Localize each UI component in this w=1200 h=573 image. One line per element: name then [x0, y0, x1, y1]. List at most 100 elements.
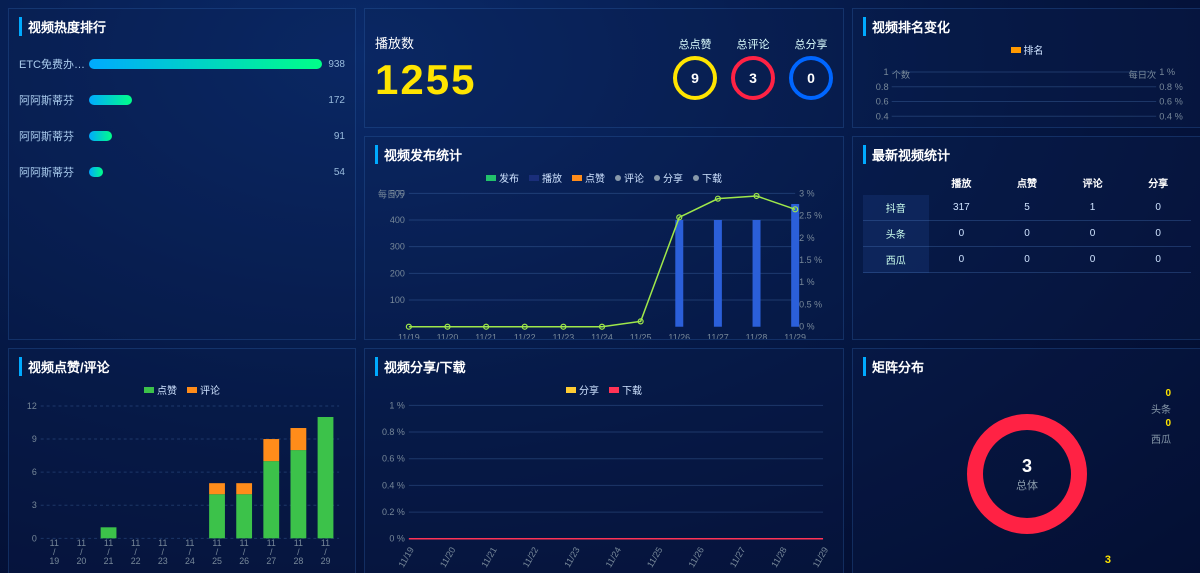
heat-row: 阿阿斯蒂芬 91	[19, 128, 345, 144]
svg-text:27: 27	[266, 556, 276, 566]
heat-value: 172	[328, 95, 345, 106]
stat-ring: 总评论 3	[731, 36, 775, 100]
legend-item: 分享	[654, 170, 683, 185]
svg-text:11/28: 11/28	[769, 545, 789, 569]
legend-item: 评论	[615, 170, 644, 185]
svg-text:300: 300	[390, 242, 405, 252]
svg-text:11/23: 11/23	[553, 333, 575, 340]
table-row: 头条0000	[863, 221, 1191, 247]
svg-text:0.8 %: 0.8 %	[1159, 82, 1183, 92]
panel-title: 矩阵分布	[863, 357, 1191, 376]
heat-label: 阿阿斯蒂芬	[19, 92, 89, 108]
legend-item: 发布	[486, 170, 519, 185]
svg-text:0.2 %: 0.2 %	[1159, 126, 1183, 128]
svg-text:11/26: 11/26	[668, 333, 690, 340]
svg-text:11/22: 11/22	[514, 333, 536, 340]
legend-item: 下载	[693, 170, 722, 185]
svg-text:21: 21	[104, 556, 114, 566]
ring-label: 总评论	[731, 36, 775, 52]
svg-text:26: 26	[239, 556, 249, 566]
svg-text:11/28: 11/28	[746, 333, 768, 340]
panel-share-download: 视频分享/下载 分享下载 0 %0.2 %0.4 %0.6 %0.8 %1 %1…	[364, 348, 844, 573]
svg-text:1: 1	[883, 67, 888, 77]
svg-text:0.6: 0.6	[876, 97, 889, 107]
heat-value: 91	[334, 131, 345, 142]
panel-title: 视频排名变化	[863, 17, 1191, 36]
matrix-total-label: 总体	[1016, 477, 1038, 493]
svg-text:0.2 %: 0.2 %	[382, 507, 405, 517]
matrix-corner: 0	[1151, 418, 1171, 429]
svg-text:1 %: 1 %	[389, 400, 404, 410]
svg-text:2 %: 2 %	[799, 233, 814, 243]
svg-text:19: 19	[49, 556, 59, 566]
svg-text:3 %: 3 %	[799, 188, 814, 198]
svg-text:0 %: 0 %	[799, 322, 814, 332]
legend-item: 点赞	[144, 382, 177, 397]
table-row: 抖音317510	[863, 195, 1191, 221]
latest-table: 播放点赞评论分享 抖音317510头条0000西瓜0000	[863, 170, 1191, 273]
svg-text:11/20: 11/20	[438, 545, 458, 569]
panel-title: 最新视频统计	[863, 145, 1191, 164]
svg-text:0.4 %: 0.4 %	[382, 480, 405, 490]
svg-text:12: 12	[27, 401, 37, 411]
table-header: 分享	[1125, 170, 1191, 195]
panel-like-comment: 视频点赞/评论 点赞评论 03691211/1911/2011/2111/221…	[8, 348, 356, 573]
svg-text:400: 400	[390, 215, 405, 225]
svg-text:1.5 %: 1.5 %	[799, 255, 822, 265]
svg-text:11/29: 11/29	[784, 333, 806, 340]
heat-value: 54	[334, 167, 345, 178]
svg-text:个数: 个数	[892, 69, 910, 80]
heat-label: 阿阿斯蒂芬	[19, 164, 89, 180]
table-header: 播放	[929, 170, 995, 195]
svg-text:28: 28	[293, 556, 303, 566]
legend-item: 点赞	[572, 170, 605, 185]
svg-text:11/25: 11/25	[645, 545, 665, 569]
svg-text:11/29: 11/29	[811, 545, 831, 569]
matrix-corner: 0	[1151, 388, 1171, 399]
svg-text:100: 100	[390, 295, 405, 305]
svg-text:11/26: 11/26	[686, 545, 706, 569]
svg-text:29: 29	[321, 556, 331, 566]
ring-value: 0	[789, 56, 833, 100]
heat-row: 阿阿斯蒂芬 54	[19, 164, 345, 180]
panel-matrix: 矩阵分布 0头条0西瓜 3 总体 3	[852, 348, 1200, 573]
svg-text:22: 22	[131, 556, 141, 566]
svg-text:每日次: 每日次	[1128, 69, 1156, 80]
svg-text:11/27: 11/27	[707, 333, 729, 340]
publish-chart: 1002003004005000 %0.5 %1 %1.5 %2 %2.5 %3…	[375, 187, 833, 340]
legend-item: 下载	[609, 382, 642, 397]
svg-text:6: 6	[32, 467, 37, 477]
panel-plays: 播放数 1255 总点赞 9总评论 3总分享 0	[364, 8, 844, 128]
panel-heat-ranking: 视频热度排行 ETC免费办理… 938阿阿斯蒂芬 172阿阿斯蒂芬 91阿阿斯蒂…	[8, 8, 356, 340]
panel-title: 视频分享/下载	[375, 357, 833, 376]
matrix-big-ring: 3 总体	[967, 414, 1087, 534]
svg-text:每日万: 每日万	[378, 188, 405, 199]
stat-ring: 总分享 0	[789, 36, 833, 100]
table-row: 西瓜0000	[863, 247, 1191, 273]
svg-text:3: 3	[32, 500, 37, 510]
table-header	[863, 170, 929, 195]
matrix-total-value: 3	[1022, 456, 1032, 477]
svg-text:0 %: 0 %	[389, 534, 404, 544]
ring-label: 总点赞	[673, 36, 717, 52]
ring-label: 总分享	[789, 36, 833, 52]
svg-text:2.5 %: 2.5 %	[799, 211, 822, 221]
heat-label: ETC免费办理…	[19, 56, 89, 72]
svg-text:9: 9	[32, 434, 37, 444]
svg-text:11/23: 11/23	[562, 545, 582, 569]
svg-text:11/21: 11/21	[479, 545, 499, 569]
svg-text:1 %: 1 %	[799, 277, 814, 287]
plays-count: 1255	[375, 56, 673, 104]
svg-text:24: 24	[185, 556, 195, 566]
svg-text:11/25: 11/25	[630, 333, 652, 340]
plays-label: 播放数	[375, 33, 673, 52]
rank-chart: 00 %0.20.2 %0.40.4 %0.60.6 %0.80.8 %11 %…	[863, 59, 1191, 128]
heat-label: 阿阿斯蒂芬	[19, 128, 89, 144]
svg-text:11/21: 11/21	[475, 333, 497, 340]
svg-text:11/24: 11/24	[604, 545, 624, 569]
legend-item: 评论	[187, 382, 220, 397]
panel-title: 视频点赞/评论	[19, 357, 345, 376]
svg-text:0.5 %: 0.5 %	[799, 299, 822, 309]
share-chart: 0 %0.2 %0.4 %0.6 %0.8 %1 %11/1911/2011/2…	[375, 399, 833, 569]
svg-text:0.4: 0.4	[876, 111, 889, 121]
